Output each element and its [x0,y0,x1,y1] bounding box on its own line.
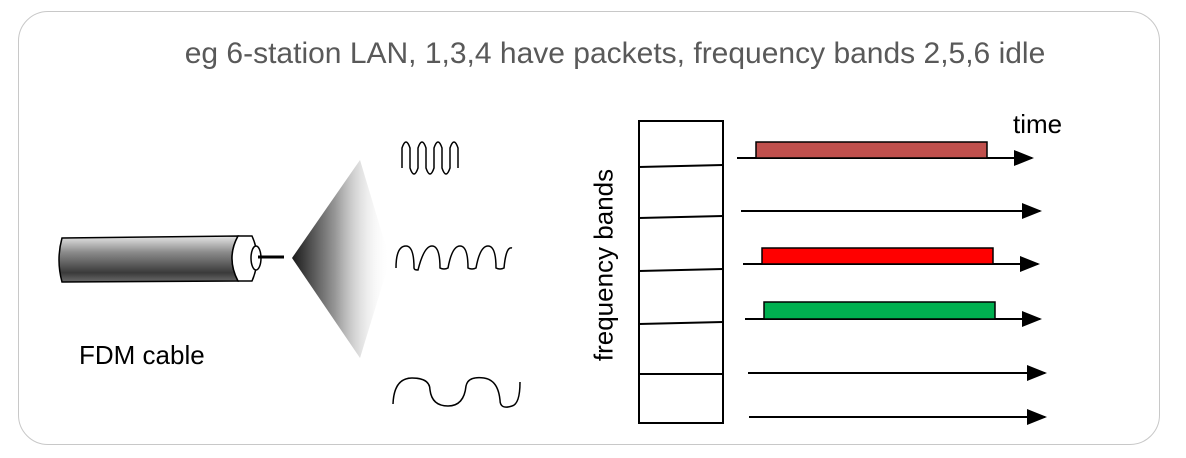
cable-label: FDM cable [79,340,205,370]
high-frequency-wave-icon [401,141,459,175]
slide-title: eg 6-station LAN, 1,3,4 have packets, fr… [184,37,1046,70]
band-1-packet [755,141,988,159]
frequency-spread-cone [292,160,390,358]
band-4-packet [763,301,996,320]
band-3-packet [761,247,994,265]
low-frequency-wave-icon [392,376,521,408]
medium-frequency-wave-icon [395,245,513,271]
time-axis-label: time [1013,109,1063,139]
frequency-band-column [638,120,724,424]
coax-cable-icon [58,235,284,283]
